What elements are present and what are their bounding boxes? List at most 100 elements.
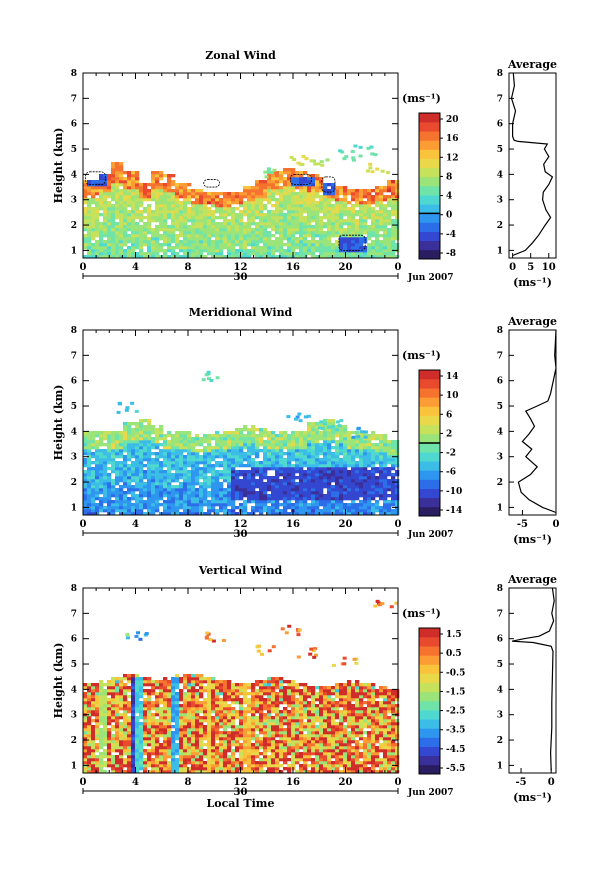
heatmap-cell [223,255,228,259]
heatmap-cell [111,470,116,474]
heatmap-cell [231,255,236,259]
heatmap-cell [355,446,360,450]
heatmap-cell [315,231,320,235]
heatmap-cell [239,243,244,247]
heatmap-cell [131,452,136,456]
heatmap-cell [115,449,120,453]
heatmap-cell [107,449,112,453]
heatmap-cell [359,446,364,450]
heatmap-cell [151,767,156,771]
heatmap-cell [227,225,232,229]
heatmap-cell [111,240,116,244]
heatmap-cell [391,255,396,259]
heatmap-cell [159,716,164,720]
heatmap-cell [387,473,392,477]
heatmap-cell [183,201,188,205]
heatmap-cell [231,449,236,453]
heatmap-cell [235,228,240,232]
heatmap-cell [379,234,384,238]
heatmap-cell [115,746,120,750]
heatmap-cell [279,452,284,456]
heatmap-cell [255,443,260,447]
heatmap-cell [179,225,184,229]
heatmap-cell [215,431,220,435]
heatmap-cell [342,157,347,161]
heatmap-cell [103,473,108,477]
heatmap-cell [339,497,344,501]
heatmap-cell [395,192,400,196]
heatmap-cell [271,434,276,438]
heatmap-cell [303,216,308,220]
heatmap-cell [87,731,92,735]
heatmap-cell [163,195,168,199]
heatmap-cell [139,213,144,217]
heatmap-cell [215,455,220,459]
heatmap-cell [83,770,88,774]
heatmap-cell [239,497,244,501]
heatmap-cell [99,500,104,504]
heatmap-cell [119,446,124,450]
heatmap-cell [207,467,212,471]
heatmap-cell [375,449,380,453]
heatmap-cell [203,479,208,483]
heatmap-cell [111,686,116,690]
heatmap-cell [107,225,112,229]
heatmap-cell [151,716,156,720]
heatmap-cell [371,482,376,486]
heatmap-cell [211,479,216,483]
heatmap-cell [267,186,272,190]
heatmap-cell [139,686,144,690]
heatmap-field [83,144,400,259]
heatmap-cell [351,231,356,235]
heatmap-cell [167,201,172,205]
heatmap-cell [335,497,340,501]
heatmap-cell [267,213,272,217]
heatmap-cell [127,177,132,181]
heatmap-cell [211,213,216,217]
heatmap-cell [143,512,148,516]
heatmap-cell [375,192,380,196]
heatmap-cell [239,255,244,259]
heatmap-cell [243,201,248,205]
heatmap-cell [203,500,208,504]
heatmap-cell [279,485,284,489]
heatmap-cell [115,683,120,687]
heatmap-cell [111,234,116,238]
heatmap-cell [127,174,132,178]
heatmap-cell [95,234,100,238]
heatmap-cell [351,435,356,439]
heatmap-cell [83,749,88,753]
heatmap-cell [183,476,188,480]
heatmap-cell [155,701,160,705]
heatmap-cell [143,419,148,423]
heatmap-cell [171,503,176,507]
heatmap-cell [395,500,400,504]
heatmap-cell [195,213,200,217]
heatmap-cell [95,192,100,196]
heatmap-cell [131,710,136,714]
heatmap-cell [291,455,296,459]
heatmap-cell [91,749,96,753]
heatmap-cell [115,249,120,253]
heatmap-cell [239,195,244,199]
heatmap-cell [295,195,300,199]
heatmap-cell [295,228,300,232]
heatmap-cell [299,464,304,468]
heatmap-cell [299,204,304,208]
heatmap-cell [311,243,316,247]
heatmap-cell [343,452,348,456]
heatmap-cell [323,216,328,220]
heatmap-cell [211,506,216,510]
heatmap-cell [287,500,292,504]
heatmap-cell [287,446,292,450]
heatmap-cell [151,174,156,178]
heatmap-cell [91,473,96,477]
heatmap-cell [183,243,188,247]
heatmap-cell [115,470,120,474]
heatmap-cell [123,476,128,480]
heatmap-cell [287,434,292,438]
heatmap-cell [139,425,144,429]
heatmap-cell [151,467,156,471]
heatmap-cell [239,228,244,232]
heatmap-cell [183,198,188,202]
